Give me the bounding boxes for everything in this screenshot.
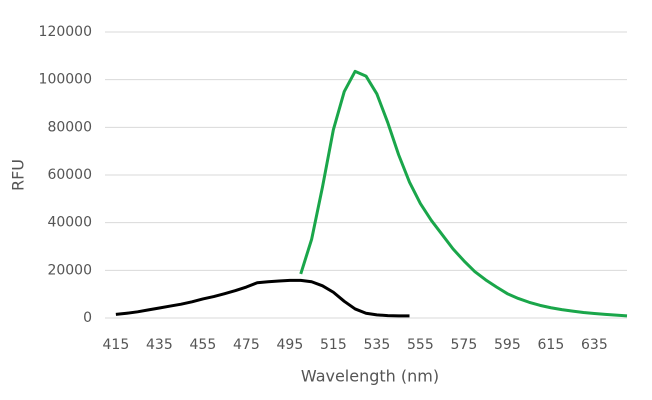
x-tick-label: 455 [190,337,217,353]
series-line [115,278,410,318]
y-tick-label: 120000 [39,24,92,40]
x-tick-label: 475 [233,337,260,353]
y-tick-label: 60000 [47,167,92,183]
y-tick-label: 40000 [47,215,92,231]
y-tick-label: 20000 [47,262,92,278]
x-tick-label: 415 [103,337,130,353]
x-tick-label: 635 [581,337,608,353]
x-tick-label: 615 [538,337,565,353]
y-tick-label: 80000 [47,119,92,135]
x-tick-label: 555 [407,337,434,353]
x-tick-label: 595 [494,337,521,353]
y-tick-label: 100000 [39,72,92,88]
x-tick-label: 515 [320,337,347,353]
x-axis-title: Wavelength (nm) [301,367,439,386]
x-tick-label: 495 [277,337,304,353]
x-tick-label: 535 [364,337,391,353]
y-tick-label: 0 [83,310,92,326]
x-tick-label: 575 [451,337,478,353]
y-axis-title: RFU [9,159,28,191]
series-line [299,69,628,318]
x-tick-label: 435 [146,337,173,353]
